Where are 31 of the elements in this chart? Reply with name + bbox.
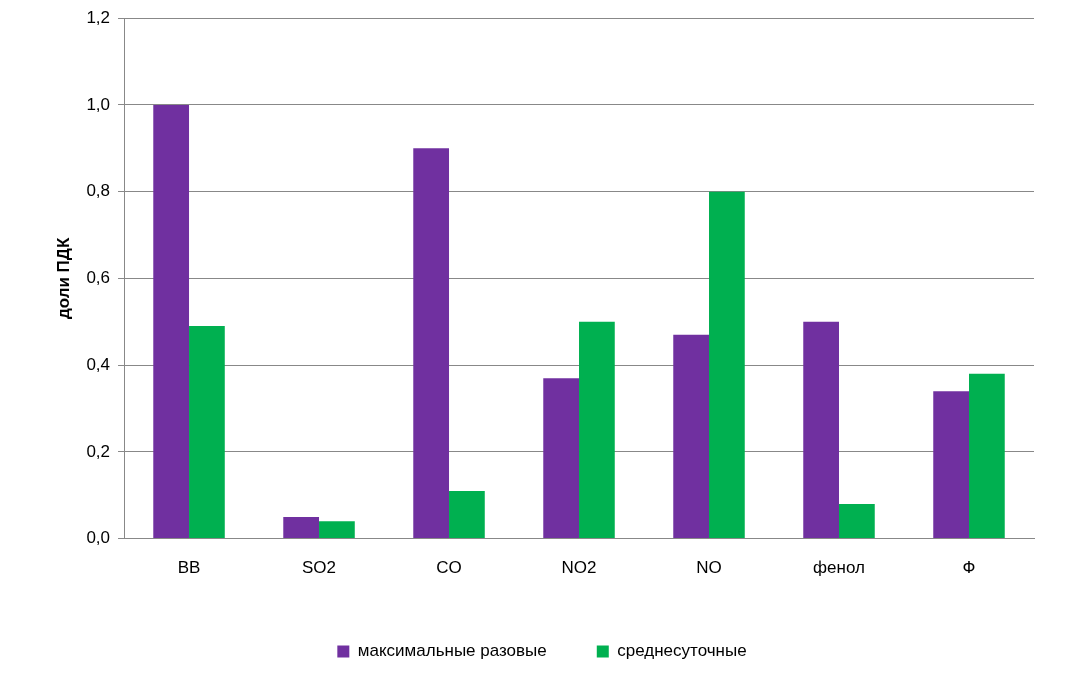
x-tick-label: ВВ: [177, 558, 201, 578]
x-tick-label: Ф: [962, 558, 976, 578]
bar: [283, 516, 320, 539]
bar: [413, 148, 450, 539]
bar: [153, 104, 190, 539]
bar: [543, 378, 580, 539]
legend-label: максимальные разовые: [357, 641, 547, 661]
y-axis-title: доли ПДК: [53, 237, 73, 320]
x-tick-label: фенол: [813, 558, 865, 578]
y-tick-label: 1,0: [86, 94, 111, 114]
y-tick-label: 0,8: [86, 181, 111, 201]
bar: [839, 503, 875, 539]
bar: [319, 521, 355, 539]
bar: [189, 326, 225, 539]
x-tick-label: NO: [696, 558, 722, 578]
y-tick-label: 0,2: [86, 441, 111, 461]
y-tick-label: 1,2: [86, 7, 111, 27]
y-tick-label: 0,6: [86, 268, 111, 288]
bar: [449, 490, 485, 539]
x-tick-label: CO: [436, 558, 462, 578]
x-tick-label: SO2: [302, 558, 337, 578]
bar: [709, 191, 745, 539]
legend-label: среднесуточные: [617, 641, 747, 661]
x-tick-label: NO2: [561, 558, 597, 578]
bar: [803, 321, 840, 539]
bar: [673, 334, 710, 539]
bar: [969, 373, 1005, 539]
y-tick-label: 0,0: [86, 528, 111, 548]
bar: [579, 321, 615, 539]
bar: [933, 391, 969, 539]
y-tick-label: 0,4: [86, 354, 111, 374]
